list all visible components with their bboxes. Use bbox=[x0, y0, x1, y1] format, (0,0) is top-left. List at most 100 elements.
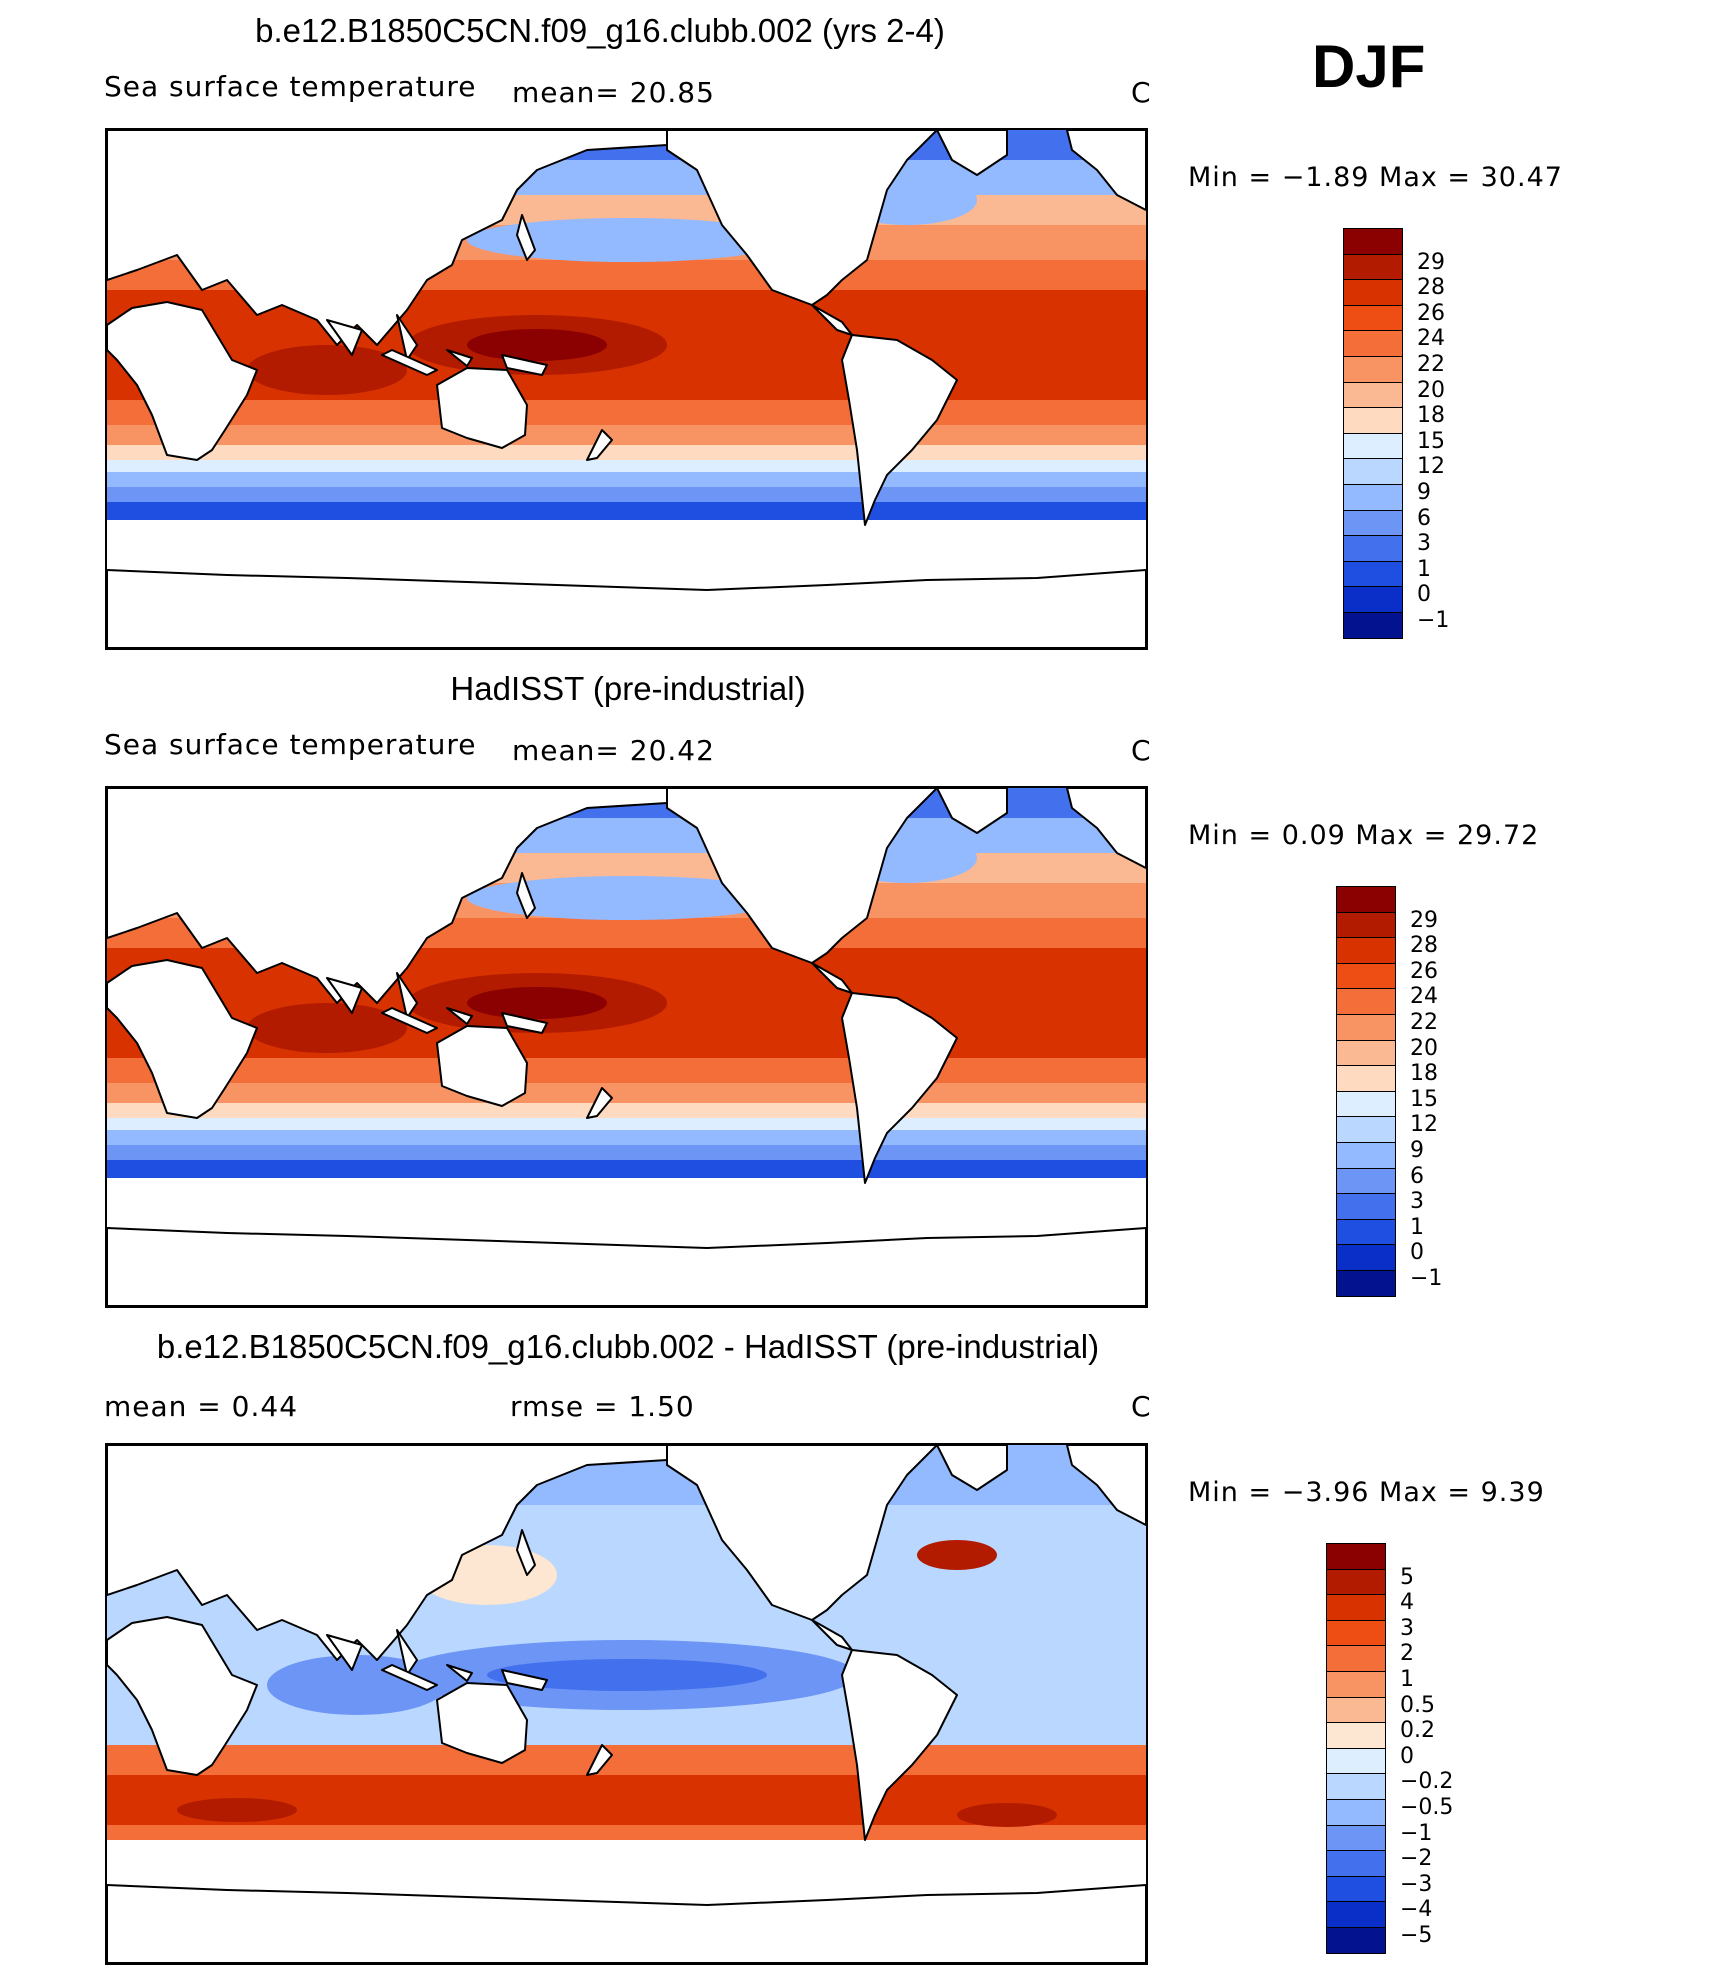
panel-min-max: Min = 0.09 Max = 29.72 bbox=[1188, 820, 1540, 851]
colorbar-swatch bbox=[1336, 1090, 1396, 1118]
colorbar-tick-label: 3 bbox=[1410, 1189, 1424, 1215]
colorbar-swatch bbox=[1336, 1142, 1396, 1169]
colorbar-swatch bbox=[1326, 1824, 1386, 1852]
colorbar-swatch bbox=[1326, 1799, 1386, 1826]
colorbar-swatch bbox=[1343, 228, 1403, 255]
colorbar-swatch bbox=[1336, 1270, 1396, 1297]
colorbar-swatch bbox=[1343, 509, 1403, 537]
season-label: DJF bbox=[1312, 33, 1426, 100]
colorbar-swatch bbox=[1336, 1167, 1396, 1195]
colorbar-swatch bbox=[1343, 304, 1403, 332]
colorbar-swatch bbox=[1336, 911, 1396, 939]
colorbar-tick-label: 26 bbox=[1410, 958, 1438, 984]
colorbar-swatch bbox=[1343, 330, 1403, 357]
colorbar-tick-label: 24 bbox=[1410, 984, 1438, 1010]
colorbar-swatch bbox=[1343, 253, 1403, 281]
colorbar-tick-label: 1 bbox=[1417, 556, 1431, 582]
colorbar-swatch bbox=[1343, 560, 1403, 588]
colorbar-tick-label: 0.2 bbox=[1400, 1718, 1435, 1744]
colorbar-tick-label: 12 bbox=[1410, 1112, 1438, 1138]
panel-subtitle-mean: mean= 20.85 bbox=[512, 76, 715, 109]
colorbar-tick-label: 24 bbox=[1417, 326, 1445, 352]
colorbar-tick-label: 18 bbox=[1410, 1061, 1438, 1087]
colorbar-swatch bbox=[1326, 1747, 1386, 1775]
colorbar-tick-label: 28 bbox=[1410, 933, 1438, 959]
colorbar-swatch bbox=[1326, 1696, 1386, 1724]
colorbar-tick-label: 18 bbox=[1417, 403, 1445, 429]
colorbar-tick-label: −1 bbox=[1400, 1820, 1433, 1846]
panel-subtitle-variable: Sea surface temperature bbox=[104, 70, 477, 103]
colorbar-tick-label: 6 bbox=[1417, 505, 1431, 531]
panel-subtitle-mean: mean= 20.42 bbox=[512, 734, 715, 767]
colorbar-tick-label: 1 bbox=[1410, 1214, 1424, 1240]
colorbar-swatch bbox=[1336, 988, 1396, 1015]
colorbar-swatch bbox=[1336, 937, 1396, 964]
colorbar-swatch bbox=[1343, 612, 1403, 639]
colorbar-tick-label: −2 bbox=[1400, 1846, 1433, 1872]
colorbar-tick-label: 20 bbox=[1417, 377, 1445, 403]
colorbar-tick-label: 6 bbox=[1410, 1163, 1424, 1189]
colorbar-tick-label: −5 bbox=[1400, 1923, 1433, 1948]
colorbar-swatch bbox=[1343, 356, 1403, 383]
panel-min-max: Min = −3.96 Max = 9.39 bbox=[1188, 1477, 1545, 1508]
colorbar-swatch bbox=[1326, 1875, 1386, 1903]
colorbar-tick-label: −4 bbox=[1400, 1897, 1433, 1923]
colorbar-tick-label: 22 bbox=[1410, 1010, 1438, 1035]
colorbar-tick-label: −1 bbox=[1417, 608, 1450, 633]
colorbar-swatch bbox=[1336, 886, 1396, 913]
colorbar-tick-label: 20 bbox=[1410, 1035, 1438, 1061]
colorbar-swatch bbox=[1326, 1543, 1386, 1570]
colorbar-tick-label: 0 bbox=[1417, 582, 1431, 608]
colorbar-swatch bbox=[1343, 407, 1403, 434]
colorbar-tick-label: 15 bbox=[1417, 428, 1445, 454]
colorbar-swatch bbox=[1326, 1671, 1386, 1698]
colorbar-swatch bbox=[1343, 586, 1403, 613]
colorbar-swatch bbox=[1336, 1014, 1396, 1041]
panel-title: HadISST (pre-industrial) bbox=[450, 670, 806, 707]
colorbar-swatch bbox=[1326, 1594, 1386, 1621]
panel-subtitle-variable: Sea surface temperature bbox=[104, 728, 477, 761]
colorbar-tick-label: 5 bbox=[1400, 1564, 1414, 1590]
colorbar-tick-label: 3 bbox=[1400, 1615, 1414, 1641]
colorbar-tick-label: 22 bbox=[1417, 352, 1445, 377]
sst-map-obs bbox=[105, 786, 1148, 1308]
colorbar-tick-label: 9 bbox=[1417, 480, 1431, 505]
colorbar-swatch bbox=[1343, 279, 1403, 306]
colorbar-tick-label: 29 bbox=[1417, 249, 1445, 275]
panel-subtitle-mean: mean = 0.44 bbox=[104, 1390, 299, 1423]
panel-subtitle-units: C bbox=[1131, 1390, 1152, 1423]
colorbar-swatch bbox=[1343, 535, 1403, 562]
colorbar-tick-label: −3 bbox=[1400, 1871, 1433, 1897]
colorbar-tick-label: 1 bbox=[1400, 1667, 1414, 1692]
colorbar-tick-label: 0.5 bbox=[1400, 1692, 1435, 1718]
colorbar-tick-label: −1 bbox=[1410, 1266, 1443, 1291]
colorbar-swatch bbox=[1336, 1218, 1396, 1246]
colorbar-tick-label: 15 bbox=[1410, 1086, 1438, 1112]
colorbar-tick-label: 9 bbox=[1410, 1138, 1424, 1163]
panel-subtitle-units: C bbox=[1131, 734, 1152, 767]
colorbar-swatch bbox=[1326, 1619, 1386, 1647]
colorbar-swatch bbox=[1326, 1722, 1386, 1749]
colorbar-tick-label: −0.5 bbox=[1400, 1795, 1454, 1820]
colorbar-swatch bbox=[1326, 1901, 1386, 1928]
colorbar-tick-label: 3 bbox=[1417, 531, 1431, 557]
colorbar-swatch bbox=[1336, 1065, 1396, 1092]
panel-subtitle-rmse: rmse = 1.50 bbox=[510, 1390, 695, 1423]
colorbar-tick-label: 28 bbox=[1417, 275, 1445, 301]
panel-title: b.e12.B1850C5CN.f09_g16.clubb.002 - HadI… bbox=[156, 1328, 1100, 1365]
colorbar-swatch bbox=[1343, 381, 1403, 409]
colorbar-swatch bbox=[1326, 1850, 1386, 1877]
colorbar-tick-label: 29 bbox=[1410, 907, 1438, 933]
sst-difference-map bbox=[105, 1443, 1148, 1965]
colorbar-swatch bbox=[1326, 1927, 1386, 1954]
colorbar-swatch bbox=[1336, 1193, 1396, 1220]
colorbar-tick-label: 0 bbox=[1410, 1240, 1424, 1266]
panel-title: b.e12.B1850C5CN.f09_g16.clubb.002 (yrs 2… bbox=[255, 12, 945, 49]
sst-map-model bbox=[105, 128, 1148, 650]
colorbar-swatch bbox=[1343, 458, 1403, 485]
colorbar-swatch bbox=[1326, 1568, 1386, 1596]
colorbar-swatch bbox=[1336, 1244, 1396, 1271]
colorbar-tick-label: −0.2 bbox=[1400, 1769, 1454, 1795]
panel-subtitle-units: C bbox=[1131, 76, 1152, 109]
colorbar-tick-label: 26 bbox=[1417, 300, 1445, 326]
